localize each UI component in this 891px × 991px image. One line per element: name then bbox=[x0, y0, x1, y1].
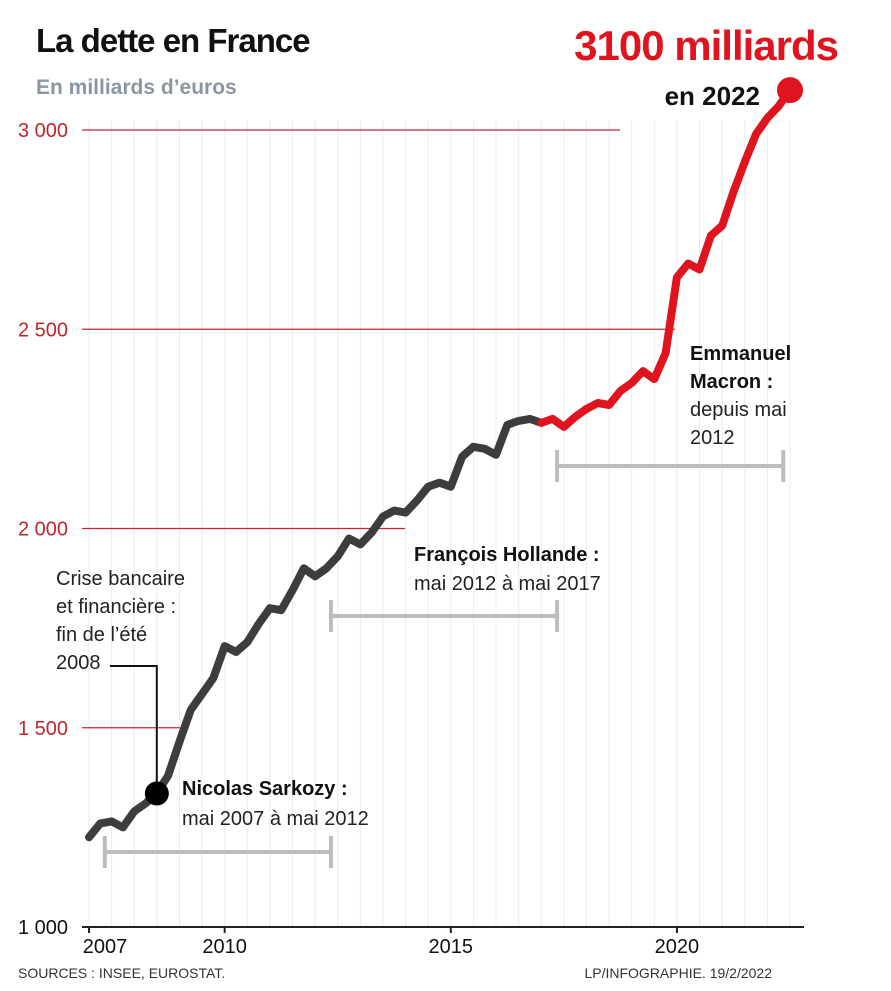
y-tick-label: 3 000 bbox=[18, 120, 68, 142]
x-tick-label: 2015 bbox=[429, 936, 474, 958]
period-macron-detail-1: depuis mai bbox=[690, 399, 787, 421]
period-macron-detail-2: 2012 bbox=[690, 427, 735, 449]
x-axis-ticks: 2007 2010 2015 2020 bbox=[83, 927, 699, 958]
highlight-year-label: en 2022 bbox=[665, 81, 760, 111]
horizontal-grid bbox=[82, 129, 675, 729]
period-macron-name-1: Emmanuel bbox=[690, 343, 791, 365]
period-label-macron: Emmanuel Macron : depuis mai 2012 bbox=[690, 343, 791, 449]
y-tick-label: 1 500 bbox=[18, 718, 68, 740]
highlight-value-label: 3100 milliards bbox=[574, 22, 838, 69]
sources-note: SOURCES : INSEE, EUROSTAT. bbox=[18, 965, 225, 981]
period-sarkozy-detail: mai 2007 à mai 2012 bbox=[182, 808, 369, 830]
highlight-end-dot bbox=[777, 77, 803, 104]
x-tick-label: 2020 bbox=[655, 936, 700, 958]
chart-title: La dette en France bbox=[36, 22, 310, 59]
series-line-1 bbox=[85, 414, 546, 842]
event-line-1: Crise bancaire bbox=[56, 568, 185, 590]
event-line-4: 2008 bbox=[56, 652, 101, 674]
event-line-3: fin de l’été bbox=[56, 624, 147, 646]
period-brackets bbox=[102, 450, 786, 868]
y-tick-label: 2 000 bbox=[18, 519, 68, 541]
y-tick-label: 1 000 bbox=[18, 917, 68, 939]
event-line-2: et financière : bbox=[56, 596, 176, 618]
x-tick-label: 2010 bbox=[202, 936, 247, 958]
series-line-2 bbox=[537, 86, 794, 431]
event-marker-dot bbox=[144, 781, 169, 806]
series-lines bbox=[85, 86, 794, 842]
x-tick-label: 2007 bbox=[83, 936, 128, 958]
period-hollande-name: François Hollande : bbox=[414, 544, 600, 566]
credit-note: LP/INFOGRAPHIE. 19/2/2022 bbox=[584, 965, 772, 981]
period-macron-name-2: Macron : bbox=[690, 371, 773, 393]
event-leader-line bbox=[110, 665, 158, 794]
y-axis-ticks: 1 000 1 500 2 000 2 500 3 000 bbox=[18, 120, 68, 939]
y-tick-label: 2 500 bbox=[18, 319, 68, 341]
period-hollande-detail: mai 2012 à mai 2017 bbox=[414, 573, 601, 595]
event-annotation: Crise bancaire et financière : fin de l’… bbox=[56, 568, 185, 806]
chart-subtitle: En milliards d’euros bbox=[36, 76, 237, 99]
vertical-grid bbox=[88, 120, 791, 927]
period-label-sarkozy: Nicolas Sarkozy : mai 2007 à mai 2012 bbox=[182, 778, 369, 830]
period-sarkozy-name: Nicolas Sarkozy : bbox=[182, 778, 348, 800]
period-label-hollande: François Hollande : mai 2012 à mai 2017 bbox=[414, 544, 601, 595]
